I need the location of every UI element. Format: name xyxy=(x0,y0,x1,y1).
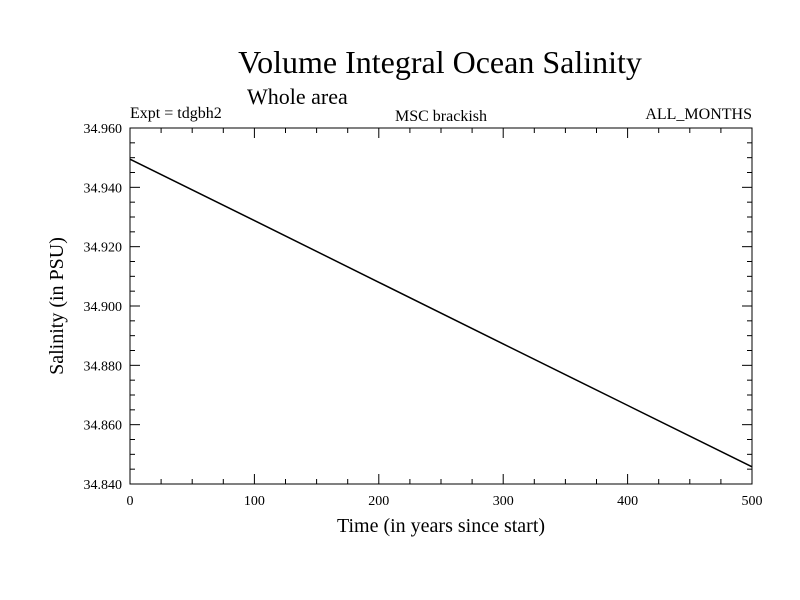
x-tick-label: 0 xyxy=(127,494,134,509)
y-tick-label: 34.860 xyxy=(84,419,123,434)
experiment-label: Expt = tdgbh2 xyxy=(130,105,222,122)
x-axis-title: Time (in years since start) xyxy=(337,515,545,537)
chart-title: Volume Integral Ocean Salinity xyxy=(238,44,642,80)
y-tick-label: 34.840 xyxy=(84,478,123,493)
x-tick-label: 400 xyxy=(617,494,638,509)
y-tick-label: 34.900 xyxy=(84,300,123,315)
x-axis-tick-labels: 0 100 200 300 400 500 xyxy=(127,494,763,509)
x-tick-label: 200 xyxy=(368,494,389,509)
salinity-series-line xyxy=(129,158,753,468)
x-tick-label: 300 xyxy=(493,494,514,509)
x-tick-label: 500 xyxy=(742,494,763,509)
region-label: MSC brackish xyxy=(395,108,487,125)
x-axis-ticks xyxy=(129,128,753,484)
y-axis-title: Salinity (in PSU) xyxy=(46,237,68,375)
y-axis-ticks xyxy=(130,127,752,485)
y-tick-label: 34.940 xyxy=(84,181,123,196)
y-tick-label: 34.920 xyxy=(84,241,123,256)
y-tick-label: 34.960 xyxy=(84,122,123,137)
y-tick-label: 34.880 xyxy=(84,359,123,374)
months-label: ALL_MONTHS xyxy=(645,106,752,123)
chart-subtitle: Whole area xyxy=(247,84,348,109)
y-axis-tick-labels: 34.840 34.860 34.880 34.900 34.920 34.940 34.9… xyxy=(84,122,123,493)
plot-frame xyxy=(129,127,753,485)
x-tick-label: 100 xyxy=(244,494,265,509)
series-group xyxy=(129,158,753,468)
